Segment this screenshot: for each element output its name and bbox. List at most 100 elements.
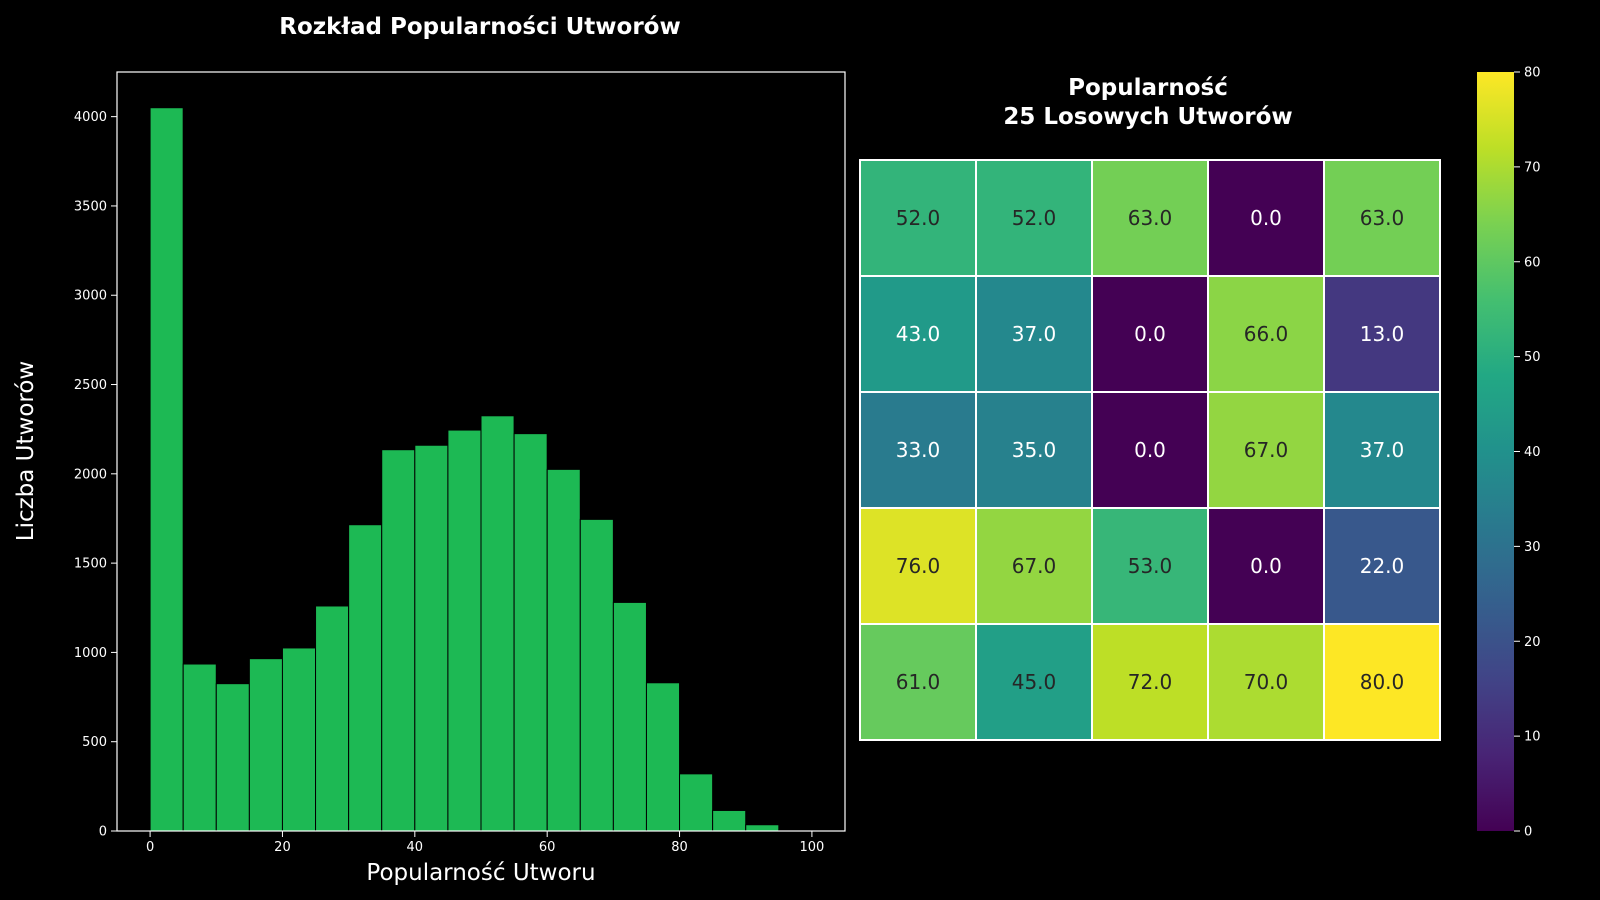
heatmap-cell-label: 63.0	[1360, 206, 1405, 230]
histogram-x-axis-label: Popularność Utworu	[366, 860, 595, 886]
heatmap-cell	[1323, 623, 1441, 741]
histogram-axes-frame	[116, 71, 846, 832]
histogram-y-axis-label: Liczba Utworów	[13, 361, 39, 542]
histogram-bar	[281, 647, 317, 832]
colorbar-tick-label: 40	[1524, 445, 1541, 460]
histogram-y-ticks: 0 500 1000 1500 2000 2500 3000 3500 4000	[74, 110, 117, 840]
histogram-title: Rozkład Popularności Utworów	[279, 14, 680, 40]
colorbar-tick-label: 70	[1524, 160, 1541, 175]
heatmap-cell	[975, 391, 1093, 509]
histogram-bar	[546, 468, 581, 832]
colorbar-tick-label: 20	[1524, 635, 1541, 650]
x-tick-label: 0	[146, 840, 154, 855]
histogram-bar	[513, 433, 548, 832]
heatmap-cell-label: 0.0	[1134, 322, 1166, 346]
heatmap-cell-label: 0.0	[1250, 554, 1282, 578]
heatmap-cell	[1207, 507, 1325, 625]
heatmap-cell	[1091, 623, 1209, 741]
heatmap-cell-label: 22.0	[1360, 554, 1405, 578]
heatmap-cell-label: 52.0	[1012, 206, 1057, 230]
heatmap-cell-label: 61.0	[896, 670, 941, 694]
heatmap-cell-label: 37.0	[1012, 322, 1057, 346]
heatmap-cell	[1091, 391, 1209, 509]
colorbar: 0 10 20 30 40 50 60 70 80	[1477, 66, 1541, 840]
heatmap-cell	[1091, 507, 1209, 625]
histogram-bar	[712, 809, 747, 832]
colorbar-gradient	[1477, 72, 1514, 831]
y-tick-label: 0	[99, 825, 107, 840]
heatmap-cell-label: 0.0	[1250, 206, 1282, 230]
heatmap-cell-label: 76.0	[896, 554, 941, 578]
histogram-bar	[182, 663, 217, 832]
histogram-bar	[215, 683, 250, 832]
histogram-bar	[480, 415, 515, 832]
histogram-bar	[745, 824, 780, 832]
colorbar-tick-label: 0	[1524, 825, 1532, 840]
heatmap-cell-label: 67.0	[1012, 554, 1057, 578]
heatmap-cell-label: 43.0	[896, 322, 941, 346]
heatmap-cell-label: 0.0	[1134, 438, 1166, 462]
x-tick-label: 80	[671, 840, 688, 855]
heatmap-cell	[1207, 159, 1325, 277]
heatmap-cell-label: 80.0	[1360, 670, 1405, 694]
colorbar-ticks: 0 10 20 30 40 50 60 70 80	[1514, 66, 1541, 840]
y-tick-label: 2000	[74, 467, 107, 482]
colorbar-tick-label: 80	[1524, 66, 1541, 81]
heatmap-title-line-1: Popularność	[1068, 75, 1228, 101]
histogram-bar	[149, 107, 184, 832]
heatmap-cell	[1323, 159, 1441, 277]
heatmap-cell	[975, 159, 1093, 277]
heatmap-cell	[975, 623, 1093, 741]
heatmap-cell-label: 63.0	[1128, 206, 1173, 230]
heatmap-cell	[859, 275, 977, 393]
histogram-bar	[414, 444, 449, 832]
y-tick-label: 2500	[74, 378, 107, 393]
histogram-bar	[579, 518, 614, 832]
histogram-bar	[248, 658, 283, 832]
heatmap-cell	[859, 507, 977, 625]
colorbar-tick-label: 30	[1524, 540, 1541, 555]
heatmap-cell-label: 33.0	[896, 438, 941, 462]
x-tick-label: 20	[274, 840, 291, 855]
x-tick-label: 60	[539, 840, 556, 855]
histogram-bar	[645, 682, 681, 832]
histogram-chart: Rozkład Popularności Utworów 0 20 40 60 80 10…	[13, 14, 846, 886]
heatmap-cell-label: 45.0	[1012, 670, 1057, 694]
heatmap-cells: 52.0 52.0 63.0 0.0 63.0 43.0 37.0 0.0 66.0 13.0 33…	[859, 159, 1441, 741]
heatmap-cell-label: 13.0	[1360, 322, 1405, 346]
heatmap-cell	[1207, 391, 1325, 509]
heatmap-cell-label: 70.0	[1244, 670, 1289, 694]
x-tick-label: 40	[407, 840, 424, 855]
histogram-bar	[381, 449, 416, 832]
heatmap-title-line-2: 25 Losowych Utworów	[1003, 104, 1292, 130]
heatmap-cell-label: 53.0	[1128, 554, 1173, 578]
heatmap-cell-label: 67.0	[1244, 438, 1289, 462]
y-tick-label: 4000	[74, 110, 107, 125]
heatmap-cell	[975, 507, 1093, 625]
heatmap-cell-label: 72.0	[1128, 670, 1173, 694]
y-tick-label: 500	[82, 735, 107, 750]
heatmap-cell-label: 35.0	[1012, 438, 1057, 462]
histogram-x-ticks: 0 20 40 60 80 100	[146, 831, 824, 855]
y-tick-label: 3500	[74, 199, 107, 214]
heatmap-cell	[1207, 623, 1325, 741]
heatmap-cell	[1091, 275, 1209, 393]
heatmap-cell-label: 37.0	[1360, 438, 1405, 462]
y-tick-label: 1000	[74, 646, 107, 661]
heatmap-cell	[1323, 391, 1441, 509]
colorbar-tick-label: 10	[1524, 730, 1541, 745]
heatmap-cell	[1323, 275, 1441, 393]
histogram-bar	[315, 605, 350, 832]
histogram-bar	[612, 601, 647, 832]
colorbar-tick-label: 60	[1524, 255, 1541, 270]
histogram-bar	[679, 773, 714, 832]
y-tick-label: 1500	[74, 557, 107, 572]
heatmap-cell-label: 52.0	[896, 206, 941, 230]
histogram-bar	[348, 524, 383, 832]
heatmap-cell	[859, 623, 977, 741]
histogram-bar	[447, 429, 482, 832]
y-tick-label: 3000	[74, 289, 107, 304]
colorbar-tick-label: 50	[1524, 350, 1541, 365]
heatmap-cell-label: 66.0	[1244, 322, 1289, 346]
